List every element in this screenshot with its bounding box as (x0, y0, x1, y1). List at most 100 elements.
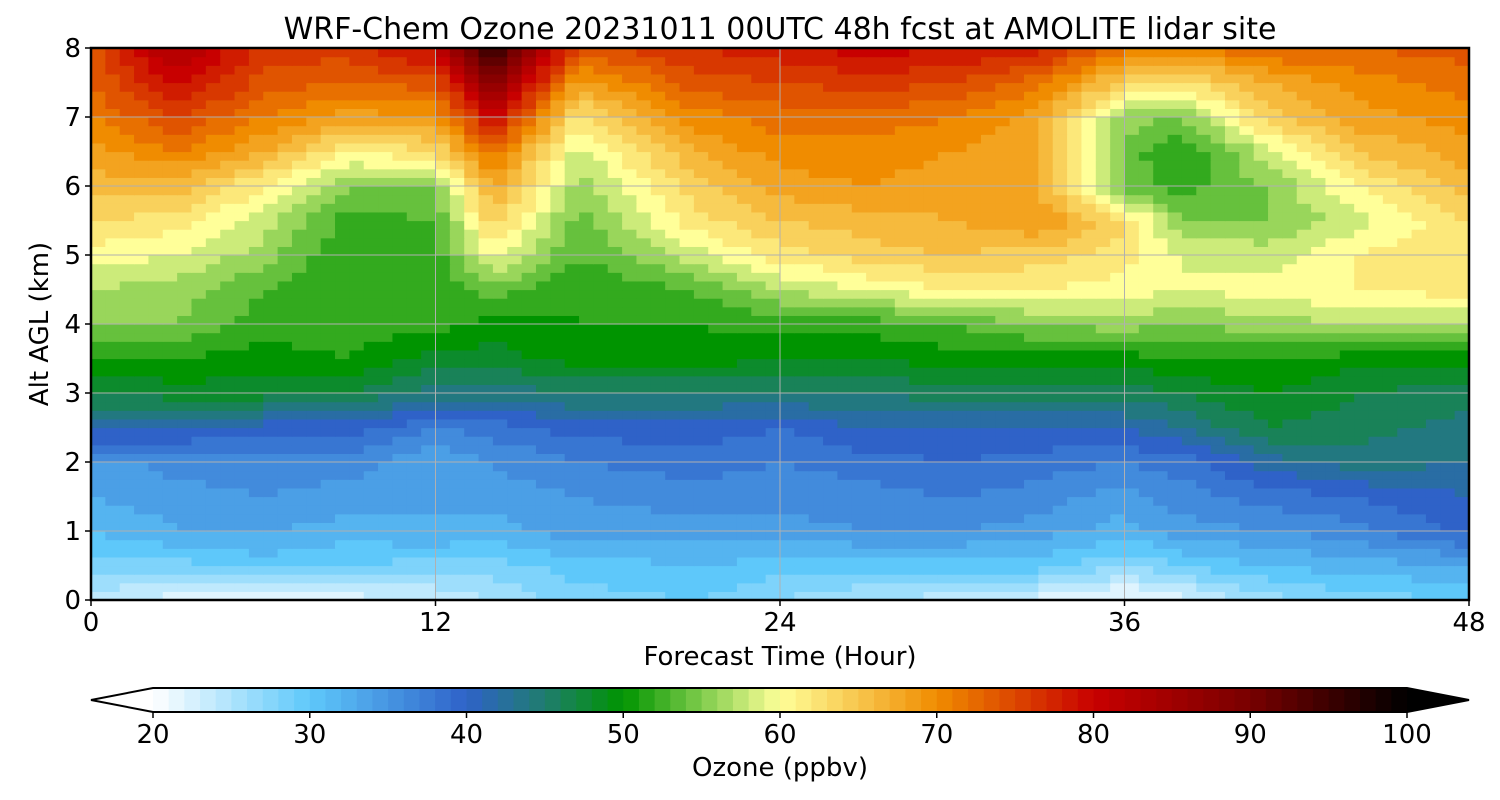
ozone-cell (607, 203, 623, 213)
ozone-cell (234, 556, 250, 567)
ozone-cell (363, 565, 379, 575)
ozone-cell (1282, 462, 1298, 472)
ozone-cell (1052, 418, 1068, 429)
ozone-cell (392, 522, 408, 532)
ozone-cell (1411, 246, 1427, 256)
ozone-cell (220, 427, 236, 437)
ozone-cell (91, 444, 106, 454)
ozone-cell (1210, 324, 1226, 334)
ozone-cell (1239, 255, 1255, 265)
ozone-cell (851, 272, 867, 282)
ozone-cell (937, 349, 953, 360)
ozone-cell (335, 418, 350, 429)
ozone-cell (521, 306, 537, 316)
ozone-cell (937, 565, 953, 575)
ozone-cell (435, 548, 451, 558)
ozone-cell (693, 220, 709, 230)
ozone-cell (177, 211, 193, 222)
ozone-cell (306, 522, 322, 532)
ozone-cell (406, 280, 422, 291)
ozone-cell (335, 246, 350, 256)
ozone-cell (1196, 289, 1212, 299)
ozone-cell (105, 401, 121, 411)
ozone-cell (234, 410, 250, 420)
ozone-cell (564, 255, 580, 265)
ozone-cell (378, 444, 394, 454)
ozone-cell (1167, 177, 1183, 187)
ozone-cell (406, 582, 422, 592)
ozone-cell (1196, 393, 1212, 403)
ozone-cell (191, 229, 207, 239)
ozone-cell (349, 289, 365, 299)
ozone-cell (1181, 151, 1197, 161)
ozone-cell (535, 393, 551, 403)
ozone-cell (105, 522, 121, 532)
ozone-cell (995, 513, 1011, 523)
ozone-cell (1325, 255, 1341, 265)
ozone-cell (1311, 237, 1327, 247)
ozone-cell (291, 496, 307, 506)
ozone-cell (1239, 513, 1255, 523)
ozone-cell (291, 574, 307, 584)
ozone-cell (91, 496, 106, 506)
ozone-cell (736, 289, 752, 299)
ozone-cell (291, 168, 307, 178)
ozone-cell (1397, 453, 1413, 463)
ozone-cell (1354, 280, 1370, 291)
ozone-cell (966, 548, 982, 558)
ozone-cell (1124, 582, 1140, 592)
ozone-cell (105, 211, 121, 222)
ozone-cell (1411, 470, 1427, 480)
ozone-cell (134, 375, 150, 385)
ozone-cell (134, 306, 150, 316)
ozone-cell (937, 186, 953, 196)
ozone-cell (220, 151, 236, 161)
ozone-cell (650, 418, 666, 429)
ozone-cell (894, 410, 910, 420)
ozone-cell (1339, 229, 1355, 239)
ozone-cell (851, 341, 867, 351)
ozone-cell (1454, 487, 1469, 498)
ozone-cell (851, 168, 867, 178)
ozone-cell (521, 574, 537, 584)
ozone-cell (1038, 272, 1054, 282)
ozone-cell (1067, 393, 1083, 403)
ozone-cell (1454, 211, 1469, 222)
ozone-cell (248, 246, 264, 256)
ozone-cell (952, 410, 968, 420)
ozone-cell (1167, 574, 1183, 584)
ozone-cell (966, 418, 982, 429)
ozone-cell (91, 565, 106, 575)
ozone-cell (1038, 177, 1054, 187)
ozone-cell (1196, 358, 1212, 368)
ozone-cell (234, 289, 250, 299)
ozone-cell (923, 410, 939, 420)
ozone-cell (220, 272, 236, 282)
ozone-cell (1052, 220, 1068, 230)
ozone-cell (162, 410, 178, 420)
ozone-cell (1397, 556, 1413, 567)
ozone-cell (1009, 151, 1025, 161)
ozone-cell (1110, 289, 1126, 299)
ozone-cell (909, 280, 925, 291)
ozone-cell (1095, 332, 1111, 342)
ozone-cell (335, 513, 350, 523)
ozone-cell (980, 246, 996, 256)
ozone-cell (1411, 315, 1427, 325)
ozone-cell (478, 522, 494, 532)
ozone-cell (220, 306, 236, 316)
ozone-cell (105, 315, 121, 325)
ozone-cell (1282, 168, 1298, 178)
ozone-cell (679, 332, 695, 342)
ozone-cell (909, 177, 925, 187)
ozone-cell (535, 539, 551, 549)
ozone-cell (162, 548, 178, 558)
ozone-cell (1110, 349, 1126, 360)
ozone-cell (1181, 375, 1197, 385)
ozone-cell (1024, 410, 1039, 420)
ozone-cell (995, 229, 1011, 239)
ozone-cell (507, 539, 523, 549)
ozone-cell (880, 349, 896, 360)
ozone-cell (363, 168, 379, 178)
ozone-cell (995, 298, 1011, 308)
